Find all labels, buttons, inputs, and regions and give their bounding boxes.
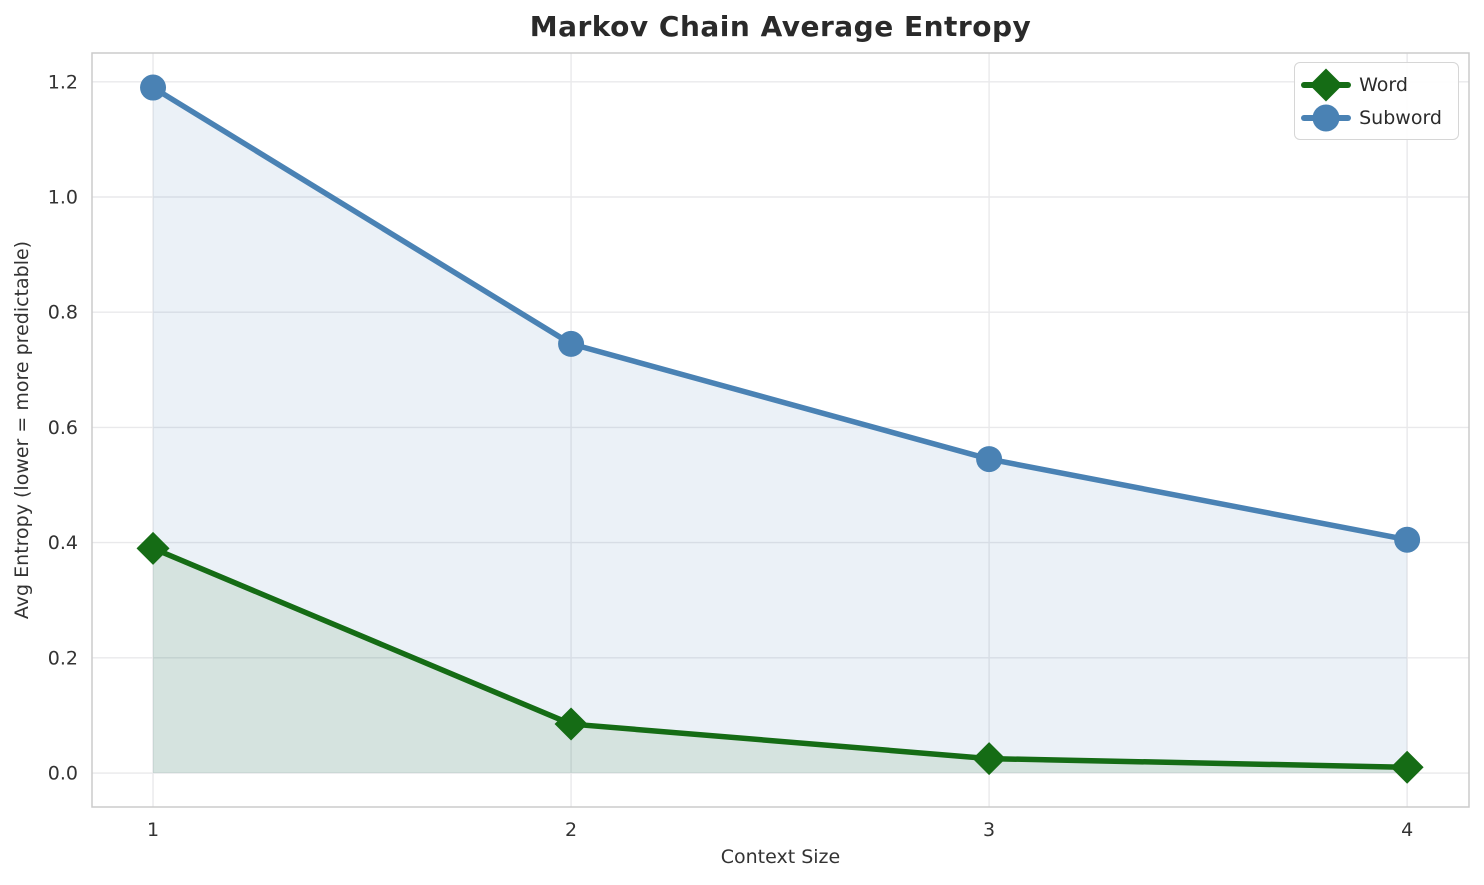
word-marker [972,742,1006,776]
subword-marker [1394,526,1421,553]
word-marker [554,707,588,741]
legend-item-subword: Subword [1301,101,1442,134]
subword-circle-icon [1301,104,1352,131]
x-tick-label: 1 [147,819,159,841]
axes-spines [91,52,1470,808]
word-diamond-icon [1301,68,1352,101]
y-tick-label: 0.4 [48,532,78,554]
x-tick-label: 4 [1401,819,1413,841]
legend: Word Subword [1294,62,1459,140]
x-tick-label: 3 [983,819,995,841]
subword-marker [976,446,1003,473]
subword-marker [558,330,585,357]
y-tick-label: 0.8 [48,302,78,324]
y-tick-label: 0.2 [48,647,78,669]
word-fill-area [153,548,1408,774]
subword-line [150,84,1410,543]
x-axis-label: Context Size [720,846,841,868]
word-marker [136,531,170,565]
legend-label-word: Word [1359,73,1408,96]
y-tick-label: 1.2 [48,71,78,93]
plot-background [92,53,1469,807]
x-tick-label: 2 [565,819,577,841]
subword-marker [140,74,167,101]
y-axis-label: Avg Entropy (lower = more predictable) [11,240,33,620]
y-tick-label: 0.6 [48,417,78,439]
y-tick-label: 1.0 [48,187,78,209]
legend-label-subword: Subword [1359,106,1442,129]
word-line [150,545,1410,771]
legend-item-word: Word [1301,68,1442,101]
word-marker [1390,750,1424,784]
y-tick-label: 0.0 [48,763,78,785]
subword-fill-area [153,87,1408,774]
chart-title: Markov Chain Average Entropy [529,10,1032,43]
